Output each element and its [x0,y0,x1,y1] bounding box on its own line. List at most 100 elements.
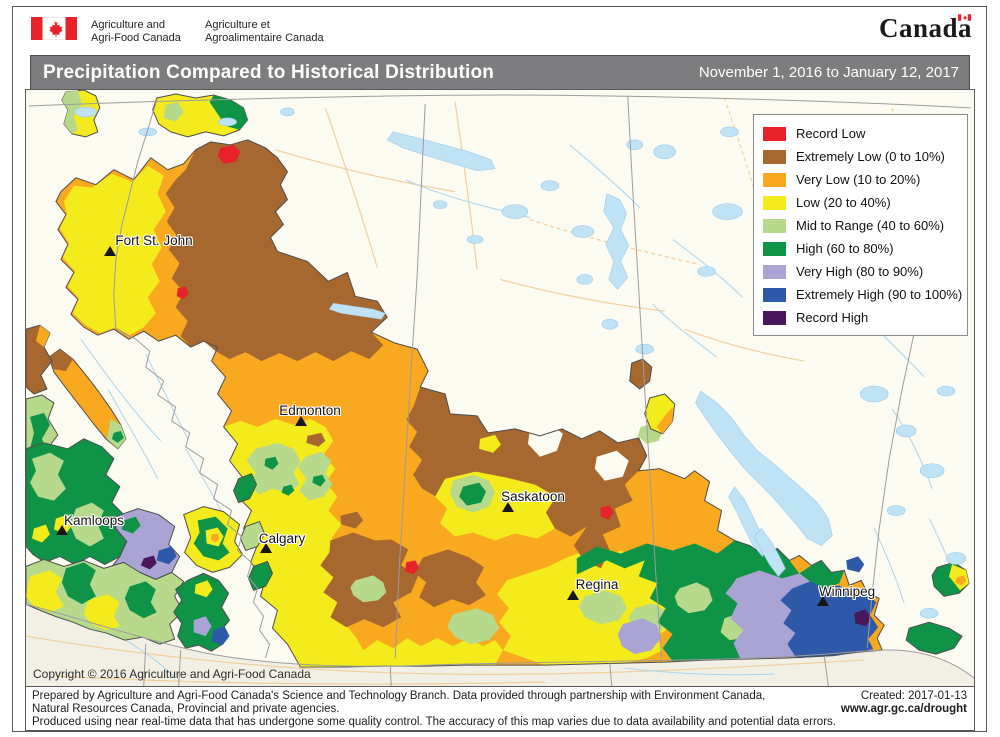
region-mid-range [350,575,387,603]
footer-line3: Produced using near real-time data that … [32,715,836,728]
region-high [281,484,295,496]
city-triangle-icon [817,596,829,606]
legend-swatch [763,172,786,187]
region-high [799,560,845,589]
city-label: Calgary [258,531,306,546]
legend-item: Very High (80 to 90%) [763,260,959,283]
city-label: Kamloops [63,513,125,528]
legend-swatch [763,149,786,164]
legend-label: Extremely Low (0 to 10%) [796,149,945,164]
legend-item: Mid to Range (40 to 60%) [763,214,959,237]
region-extremely-low [340,511,364,529]
city-label: Winnipeg [818,584,876,599]
footer-meta: Created: 2017-01-13 www.agr.gc.ca/drough… [841,690,967,716]
city-triangle-icon [567,590,579,600]
dept-fr-line2: Agroalimentaire Canada [205,32,324,44]
precip-data-regions [26,90,970,668]
title-bar: Precipitation Compared to Historical Dis… [30,55,970,90]
city-triangle-icon [260,543,272,553]
legend-item: Low (20 to 40%) [763,191,959,214]
city-label: Regina [575,577,619,592]
legend-label: High (60 to 80%) [796,241,894,256]
region-mid-range [297,451,333,501]
department-name-fr: Agriculture et Agroalimentaire Canada [205,19,324,45]
footer-box: Prepared by Agriculture and Agri-Food Ca… [25,686,975,731]
region-extremely-low [306,432,326,447]
wordmark-flag-icon [958,14,971,21]
city-triangle-icon [104,246,116,256]
ab-sk-border [394,103,426,659]
canada-wordmark-text: Canada [878,13,972,43]
legend-item: Record Low [763,122,959,145]
legend-label: Mid to Range (40 to 60%) [796,218,945,233]
region-high [459,482,487,506]
city-triangle-icon [502,502,514,512]
detached-blobs [26,90,970,655]
main-region-outline [55,139,885,668]
created-date: Created: 2017-01-13 [860,690,967,702]
copyright-text: Copyright © 2016 Agriculture and Agri-Fo… [33,667,311,681]
map-title: Precipitation Compared to Historical Dis… [43,61,495,83]
legend-swatch [763,218,786,233]
us-border [26,603,974,679]
city-triangle-icon [295,416,307,426]
region-record-low [176,286,189,300]
legend-label: Very Low (10 to 20%) [796,172,921,187]
precipitation-map [26,90,974,686]
region-record-low [405,560,420,575]
date-range: November 1, 2016 to January 12, 2017 [698,64,959,81]
lake-manitoba [754,528,786,577]
no-data-gap [594,450,629,481]
legend-item: Extremely High (90 to 100%) [763,283,962,306]
footer-line2: Natural Resources Canada, Provincial and… [32,702,340,715]
nwt-border [28,94,972,109]
city-label: Edmonton [279,403,341,418]
map-legend: Record Low Extremely Low (0 to 10%) Very L… [753,114,968,336]
legend-item: High (60 to 80%) [763,237,959,260]
drought-url: www.agr.gc.ca/drought [840,703,967,715]
region-extremely-low [414,549,487,608]
region-mid-range [674,582,713,614]
region-mid-range [447,608,500,645]
region-mid-range [246,442,301,495]
legend-swatch [763,195,786,210]
map-box: Fort St. John Edmonton Kamloops Calgary Sask… [25,89,975,687]
legend-swatch [763,287,786,302]
region-record-high [854,609,872,627]
legend-swatch [763,264,786,279]
city-label: Fort St. John [115,233,193,248]
canada-flag-icon [31,17,77,40]
legend-swatch [763,241,786,256]
region-mid-range [578,590,627,625]
city-label: Saskatoon [501,489,565,504]
footer-line1: Prepared by Agriculture and Agri-Food Ca… [32,690,766,702]
canada-wordmark: Canada [879,13,972,44]
legend-label: Record High [796,310,869,325]
bc-ab-border [113,99,271,659]
lesser-slave-lake [328,302,386,320]
region-record-low [217,144,241,164]
legend-item: Extremely Low (0 to 10%) [763,145,959,168]
lake-winnipeg [695,390,833,546]
dept-en-line1: Agriculture and [91,19,165,31]
legend-label: Record Low [796,126,866,141]
legend-item: Very Low (10 to 20%) [763,168,959,191]
region-high [312,474,326,487]
region-high [264,456,279,470]
borders-layer [26,94,974,686]
legend-swatch [763,126,786,141]
region-extremely-high [846,556,865,573]
reindeer-lake [603,193,630,290]
legend-label: Very High (80 to 90%) [796,264,924,279]
region-record-low [600,505,614,520]
footer-notes: Prepared by Agriculture and Agri-Food Ca… [32,690,836,728]
region-very-high [617,618,661,655]
department-name-en: Agriculture and Agri-Food Canada [91,19,181,45]
legend-item: Record High [763,306,959,329]
region-extremely-high [780,581,879,659]
dept-en-line2: Agri-Food Canada [91,32,181,44]
dept-fr-line1: Agriculture et [205,19,270,31]
city-triangle-icon [56,525,68,535]
sk-mb-border [627,95,663,659]
